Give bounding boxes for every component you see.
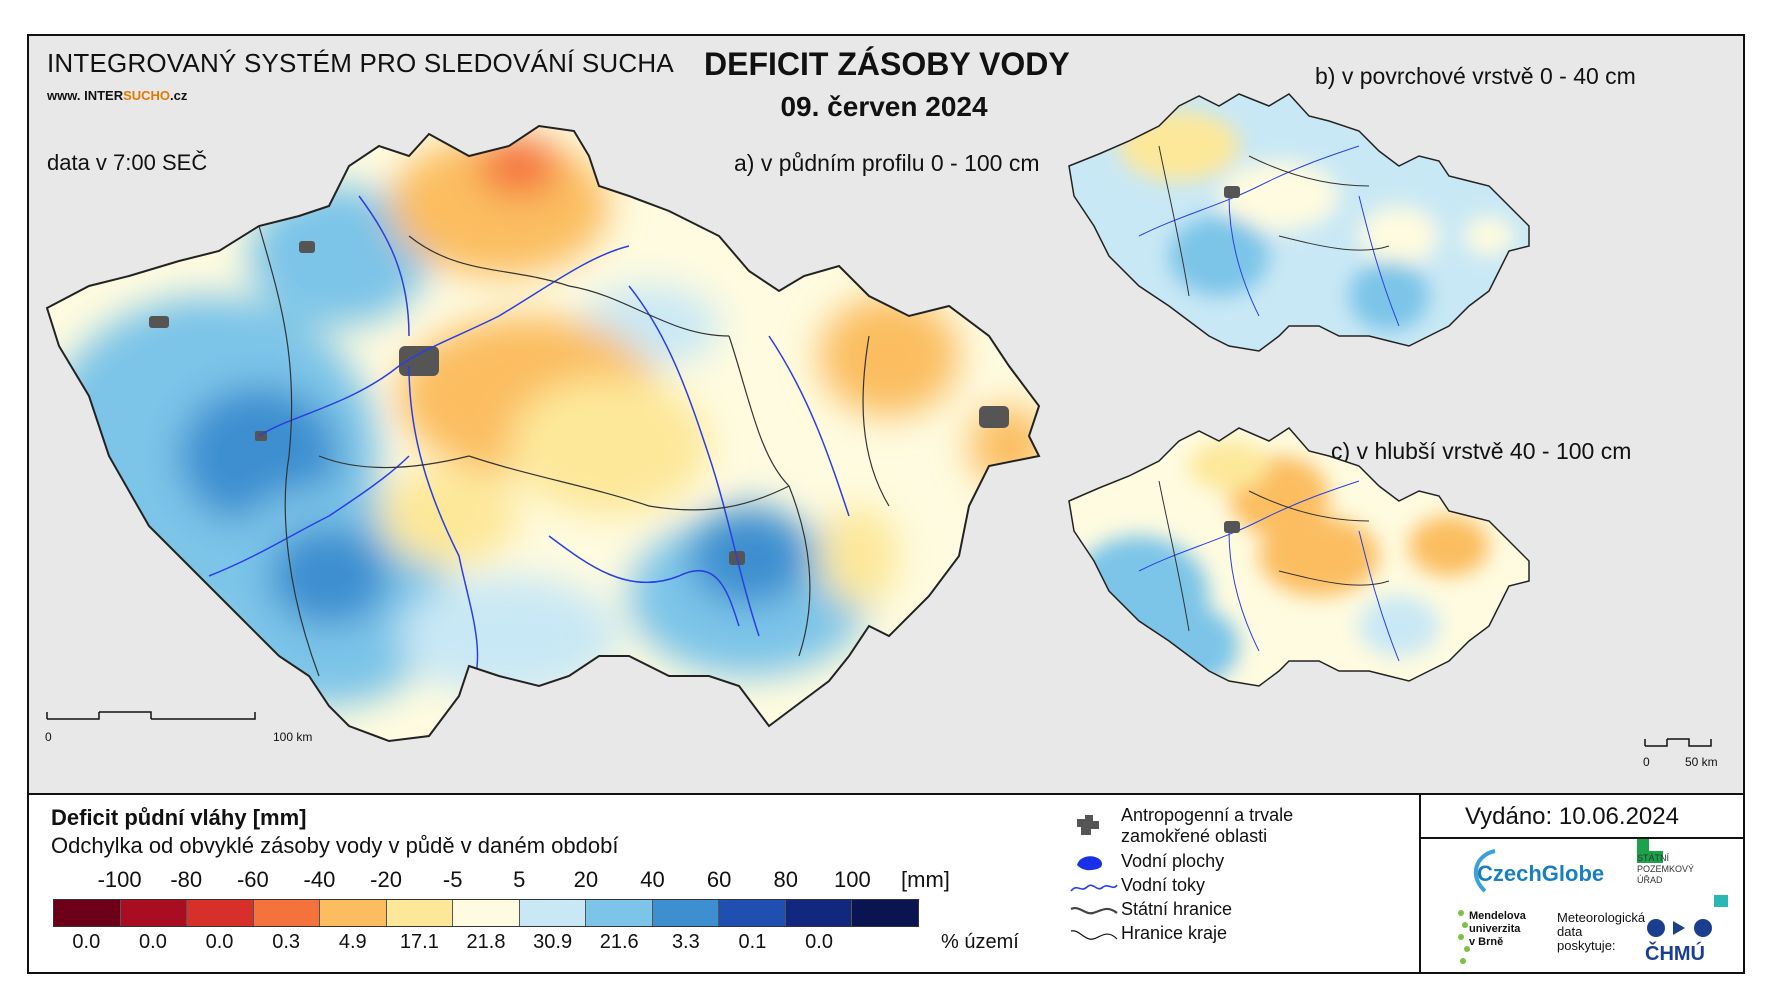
legend-tick-label: 80 bbox=[773, 867, 799, 892]
legend-percent-value: 0.0 bbox=[805, 931, 833, 953]
colorbar-cell bbox=[253, 900, 321, 926]
map-c-label: c) v hlubší vrstvě 40 - 100 cm bbox=[1331, 438, 1632, 464]
region-border-icon bbox=[1070, 930, 1118, 940]
legend-tick-label: -40 bbox=[303, 867, 336, 892]
colorbar bbox=[53, 899, 919, 927]
legend-tick-label: -100 bbox=[97, 867, 142, 892]
chmu-logo-text: ČHMÚ bbox=[1645, 943, 1705, 965]
colorbar-cell bbox=[120, 900, 188, 926]
legend-panel: Deficit půdní vláhy [mm] Odchylka od obv… bbox=[29, 795, 1743, 972]
czechglobe-logo-icon bbox=[1474, 849, 1496, 893]
data-time: data v 7:00 SEČ bbox=[47, 150, 208, 175]
colorbar-cell bbox=[320, 900, 387, 926]
spu-logo-accent-icon bbox=[1714, 895, 1728, 907]
colorbar-cell bbox=[54, 900, 121, 926]
colorbar-cell bbox=[586, 900, 653, 926]
map-panel: INTEGROVANÝ SYSTÉM PRO SLEDOVÁNÍ SUCHA w… bbox=[29, 36, 1743, 795]
legend-percent-value: 17.1 bbox=[399, 931, 439, 953]
colorbar-cell bbox=[453, 900, 520, 926]
system-url[interactable]: www. INTERSUCHO.cz bbox=[47, 88, 188, 103]
mendel-logo-icon bbox=[1458, 910, 1470, 964]
system-title: INTEGROVANÝ SYSTÉM PRO SLEDOVÁNÍ SUCHA bbox=[47, 48, 674, 78]
colorbar-cell bbox=[785, 900, 853, 926]
legend-tick-label: -80 bbox=[170, 867, 203, 892]
legend-percent-value: 0.1 bbox=[738, 931, 767, 953]
mendel-logo-text: Mendelova univerzita v Brně bbox=[1469, 910, 1526, 948]
legend-percent-value: 3.3 bbox=[671, 931, 700, 953]
spu-logo-text: STÁTNÍ POZEMKOVÝ ÚŘAD bbox=[1637, 853, 1695, 885]
colorbar-cell bbox=[187, 900, 254, 926]
colorbar-cell bbox=[652, 900, 720, 926]
meteo-data-text: Meteorologická data poskytuje: bbox=[1557, 910, 1646, 953]
colorbar-cell bbox=[852, 900, 918, 926]
state-border-label: Státní hranice bbox=[1121, 899, 1233, 919]
state-border-icon bbox=[1070, 907, 1118, 915]
legend-title: Deficit půdní vláhy [mm] bbox=[51, 805, 307, 830]
water-body-icon bbox=[1077, 856, 1103, 871]
issued-divider bbox=[1421, 837, 1743, 839]
map-b bbox=[1068, 93, 1530, 352]
legend-subtitle: Odchylka od obvyklé zásoby vody v půdě v… bbox=[51, 833, 619, 858]
legend-tick-label: 20 bbox=[573, 867, 599, 892]
legend-tick-label: 60 bbox=[706, 867, 732, 892]
legend-divider bbox=[1419, 795, 1421, 972]
scale-c-start: 0 bbox=[1643, 755, 1650, 769]
legend-percent-value: 21.6 bbox=[599, 931, 639, 953]
legend-tick-label: -60 bbox=[236, 867, 269, 892]
scale-a-start: 0 bbox=[45, 730, 52, 744]
anthro-label-2: zamokřené oblasti bbox=[1121, 826, 1268, 846]
scale-c-end: 50 km bbox=[1685, 755, 1718, 769]
issued-date: Vydáno: 10.06.2024 bbox=[1465, 803, 1679, 830]
colorbar-cell bbox=[719, 900, 786, 926]
scale-bar-a bbox=[46, 711, 256, 720]
legend-tick-label: 40 bbox=[640, 867, 665, 892]
date-title: 09. červen 2024 bbox=[780, 91, 988, 122]
percent-label: % území bbox=[941, 931, 1019, 953]
legend-tick-label: -20 bbox=[370, 867, 402, 892]
legend-unit: [mm] bbox=[901, 867, 950, 892]
legend-percent-value: 0.3 bbox=[272, 931, 301, 953]
scale-a-end: 100 km bbox=[273, 730, 313, 744]
map-a bbox=[45, 124, 1041, 743]
legend-percent-value: 0.0 bbox=[139, 931, 167, 953]
scale-bar-c bbox=[1644, 738, 1712, 747]
map-c bbox=[1068, 427, 1712, 747]
water-body-label: Vodní plochy bbox=[1121, 851, 1225, 871]
map-a-label: a) v půdním profilu 0 - 100 cm bbox=[734, 150, 1040, 176]
spu-logo-icon bbox=[1637, 839, 1663, 863]
river-icon bbox=[1070, 884, 1118, 892]
chmu-logo-icon bbox=[1647, 919, 1712, 937]
colorbar-cell bbox=[386, 900, 454, 926]
region-border-label: Hranice kraje bbox=[1121, 923, 1228, 943]
legend-percent-value: 21.8 bbox=[466, 931, 506, 953]
czechglobe-logo: CzechGlobe bbox=[1477, 861, 1605, 886]
legend-percent-value: 0.0 bbox=[72, 931, 101, 953]
main-title: DEFICIT ZÁSOBY VODY bbox=[704, 46, 1070, 82]
anthro-label-1: Antropogenní a trvale bbox=[1121, 805, 1294, 825]
anthro-area-icon bbox=[1077, 815, 1099, 835]
colorbar-cell bbox=[519, 900, 587, 926]
legend-percent-value: 4.9 bbox=[338, 931, 367, 953]
legend-tick-label: 100 bbox=[834, 867, 871, 892]
legend-percent-value: 0.0 bbox=[205, 931, 234, 953]
legend-tick-label: 5 bbox=[513, 867, 526, 892]
legend-tick-label: -5 bbox=[442, 867, 463, 892]
map-b-label: b) v povrchové vrstvě 0 - 40 cm bbox=[1315, 63, 1636, 89]
river-label: Vodní toky bbox=[1121, 875, 1206, 895]
legend-percent-value: 30.9 bbox=[533, 931, 573, 953]
map-frame: INTEGROVANÝ SYSTÉM PRO SLEDOVÁNÍ SUCHA w… bbox=[27, 34, 1745, 974]
